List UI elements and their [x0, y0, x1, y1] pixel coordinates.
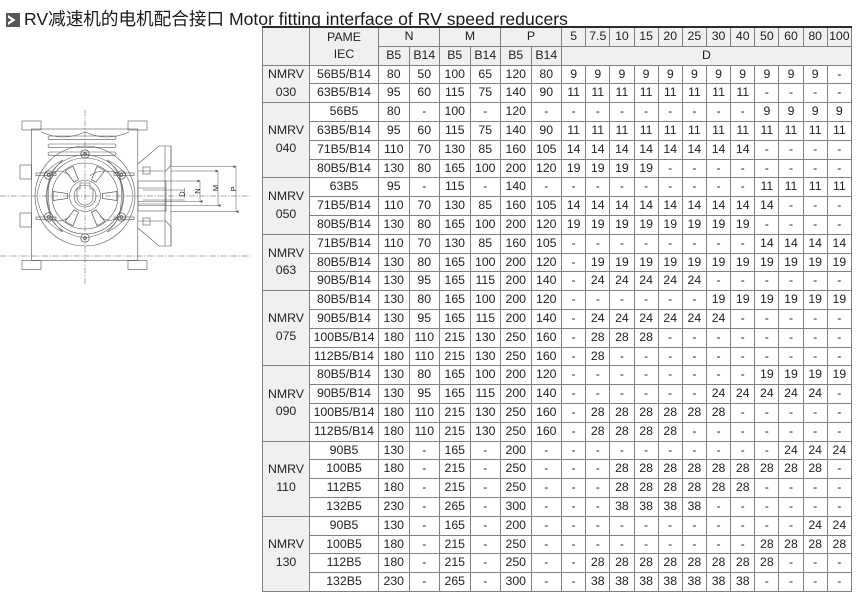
- svg-text:P: P: [229, 186, 238, 191]
- svg-text:N: N: [193, 188, 202, 193]
- svg-text:M: M: [211, 185, 220, 191]
- svg-text:D: D: [178, 191, 187, 197]
